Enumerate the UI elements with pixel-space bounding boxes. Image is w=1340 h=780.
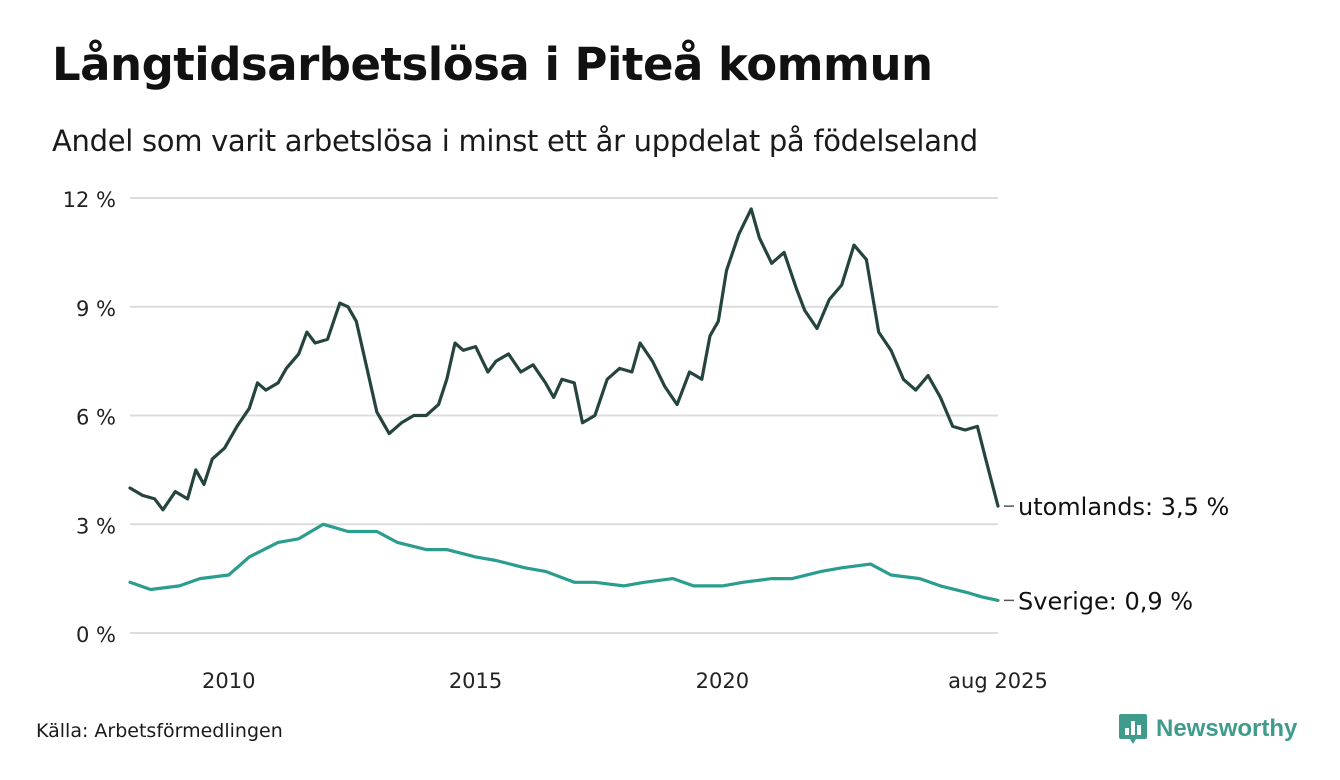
x-tick-label: 2020	[696, 669, 749, 693]
y-tick-label: 9 %	[76, 297, 116, 321]
x-tick-label: 2015	[449, 669, 502, 693]
end-label-sverige: Sverige: 0,9 %	[1018, 587, 1193, 615]
y-tick-label: 3 %	[76, 514, 116, 538]
chart-subtitle: Andel som varit arbetslösa i minst ett å…	[52, 124, 978, 158]
x-tick-label: aug 2025	[948, 669, 1048, 693]
series-line-utomlands	[128, 207, 1000, 512]
source-note: Källa: Arbetsförmedlingen	[36, 720, 283, 742]
y-axis-tick-labels: 0 % 3 % 6 % 9 % 12 %	[63, 188, 116, 647]
y-tick-label: 6 %	[76, 406, 116, 430]
chart-title: Långtidsarbetslösa i Piteå kommun	[52, 38, 933, 91]
newsworthy-logo-icon	[1119, 714, 1147, 744]
y-tick-label: 0 %	[76, 623, 116, 647]
line-chart: 0 % 3 % 6 % 9 % 12 % 2010 2015 2020 aug 2025 ut…	[63, 188, 1230, 693]
x-axis-tick-labels: 2010 2015 2020 aug 2025	[202, 669, 1048, 693]
end-label-utomlands: utomlands: 3,5 %	[1018, 493, 1229, 521]
series-end-labels: utomlands: 3,5 % Sverige: 0,9 %	[1004, 493, 1229, 615]
series-line-sverige	[128, 522, 1000, 602]
y-tick-label: 12 %	[63, 188, 116, 212]
series-lines	[128, 207, 1000, 602]
x-tick-label: 2010	[202, 669, 255, 693]
newsworthy-logo: Newsworthy	[1118, 712, 1297, 746]
newsworthy-logo-text: Newsworthy	[1156, 715, 1298, 742]
gridlines	[130, 197, 998, 634]
